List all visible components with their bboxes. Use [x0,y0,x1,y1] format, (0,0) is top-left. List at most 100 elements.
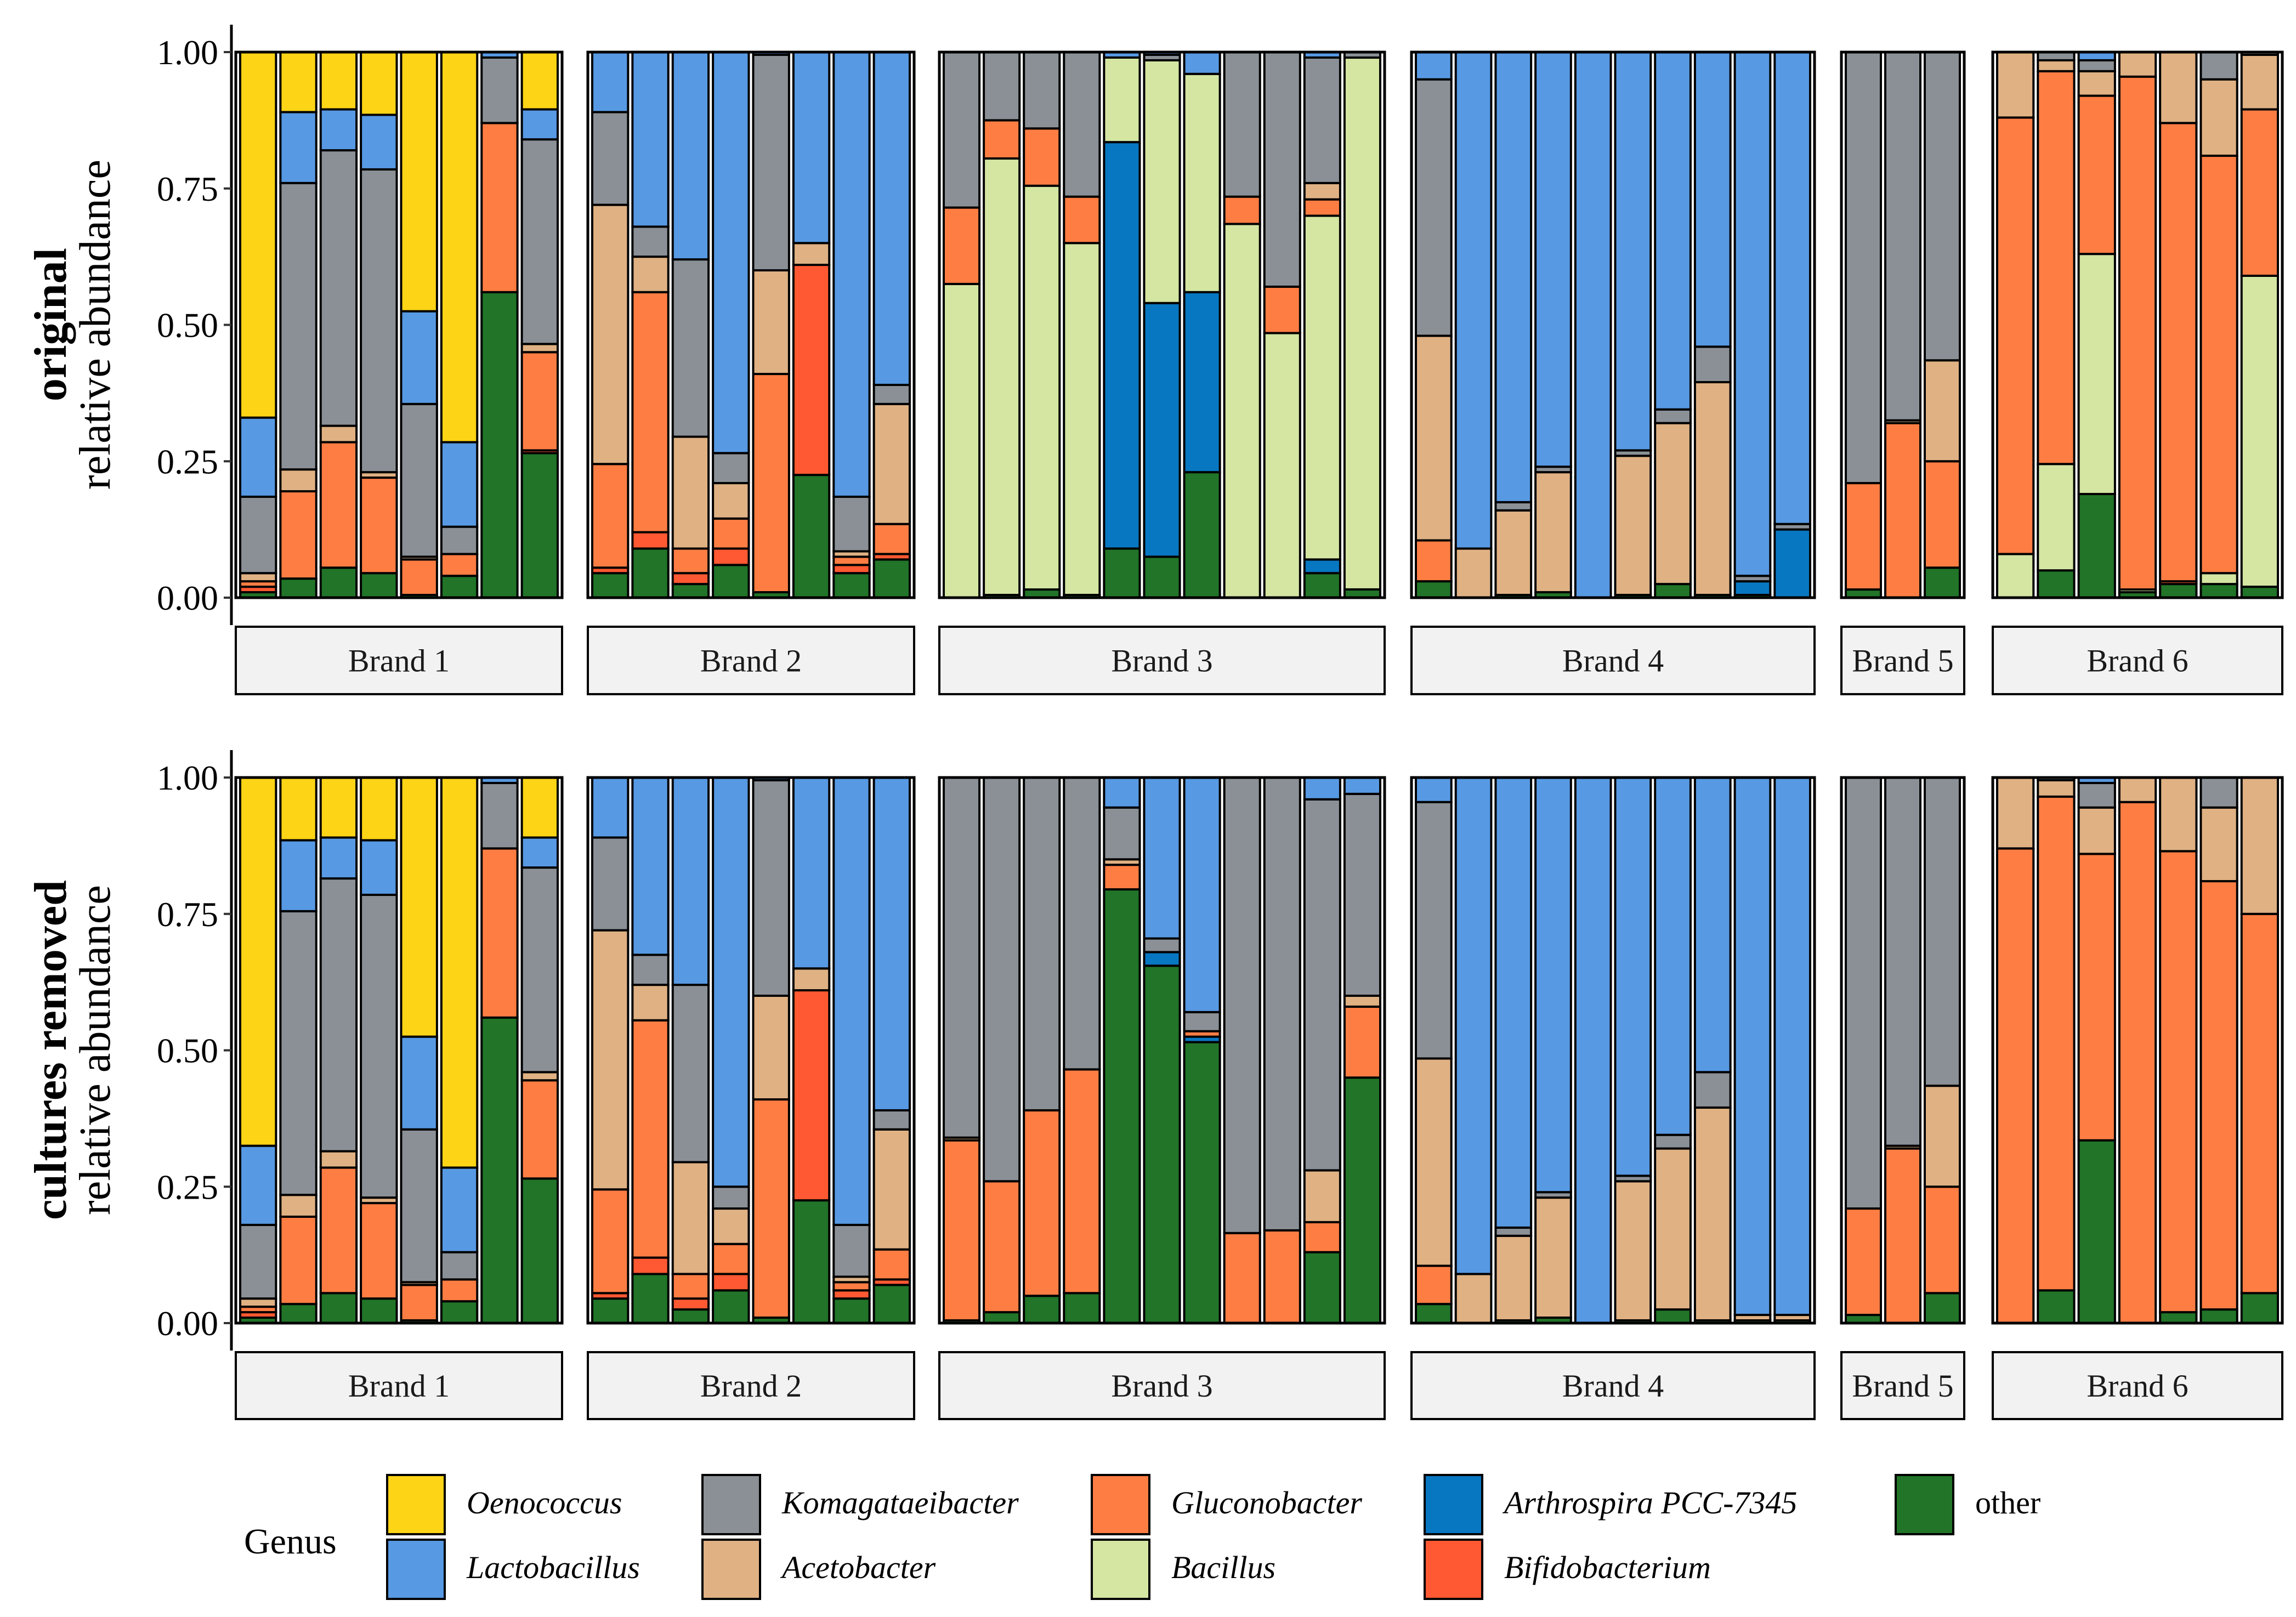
bar-segment-acetobacter [1924,1085,1961,1188]
bar-3 [2077,776,2116,1325]
bar-segment-acetobacter [279,468,318,492]
bar-segment-lactobacillus [360,839,398,896]
bar-segment-komagataeibacter [712,452,750,485]
bar-6 [1614,51,1652,599]
legend-swatch [1424,1539,1483,1600]
bar-segment-komagataeibacter [1415,801,1453,1060]
bar-segment-lactobacillus [1693,776,1732,1074]
bar-1 [1415,776,1453,1325]
bar-segment-gluconobacter [360,476,398,575]
legend-swatch [701,1539,761,1600]
bar-segment-acetobacter [2077,806,2116,855]
bar-segment-gluconobacter [1223,1232,1261,1324]
y-axis-label: relative abundance [71,160,120,490]
bar-5 [2159,776,2198,1325]
bar-segment-other [2199,583,2238,599]
panel-border [1410,50,1816,599]
bar-segment-komagataeibacter [440,1251,479,1281]
bar-segment-other [832,1297,871,1325]
facet-strip [1410,1351,1816,1420]
y-tick-label: 1.00 [157,758,218,797]
bar-segment-gluconobacter [591,463,630,569]
legend-swatch [1895,1474,1954,1535]
bar-segment-other [520,452,559,599]
bar-segment-lactobacillus [1614,51,1652,452]
bar-segment-lactobacillus [1614,776,1652,1177]
bar-3 [1494,776,1533,1324]
bar-2 [1884,776,1921,1325]
bar-segment-komagataeibacter [671,984,710,1164]
bar-segment-komagataeibacter [752,53,790,271]
bar-segment-bifidobacterium [792,989,831,1202]
panel-brand-2: Brand 2 [586,50,916,695]
bar-segment-komagataeibacter [1884,776,1921,1147]
bar-10 [1773,51,1812,599]
bar-10 [1303,51,1341,599]
bar-2 [279,51,318,599]
bar-segment-gluconobacter [1343,1005,1382,1079]
bar-segment-lactobacillus [872,51,911,386]
bar-segment-acetobacter [2077,70,2116,97]
bar-segment-lactobacillus [360,114,398,171]
panel-border [938,50,1386,599]
bar-segment-komagataeibacter [1845,51,1882,485]
facet-strip-label: Brand 6 [2087,643,2188,679]
bar-segment-komagataeibacter [400,1128,438,1284]
bar-segment-acetobacter [2118,51,2157,78]
facet-strip [587,626,915,695]
bar-segment-komagataeibacter [631,954,670,986]
bar-segment-acetobacter [1494,1234,1533,1322]
bar-segment-gluconobacter [2077,853,2116,1142]
bar-segment-other [1183,471,1221,599]
bar-segment-other [360,572,398,599]
bar-segment-lactobacillus [1733,776,1772,1317]
bar-segment-bacillus [1343,56,1382,591]
facet-strip-label: Brand 1 [348,643,450,679]
legend-item-gluconobacter: Gluconobacter [1091,1474,1362,1535]
bar-segment-other [1654,583,1692,599]
bar-segment-bacillus [1143,59,1181,304]
bar-6 [2199,51,2238,599]
bar-3 [671,51,710,599]
bar-segment-komagataeibacter [400,402,438,558]
bar-segment-other [319,1292,358,1324]
bar-2 [983,776,1021,1325]
facet-strip [587,1351,915,1420]
legend-label: other [1975,1485,2040,1520]
bar-segment-gluconobacter [1415,539,1453,583]
bar-segment-lactobacillus [520,836,559,869]
bar-segment-gluconobacter [319,1166,358,1295]
legend-label: Acetobacter [780,1550,936,1585]
facet-strip-label: Brand 3 [1111,1368,1212,1404]
bar-8 [1693,51,1732,599]
y-tick-label: 0.00 [157,578,218,617]
bar-segment-other [1103,888,1141,1324]
bar-segment-komagataeibacter [712,1185,750,1210]
bar-6 [792,776,831,1324]
bar-1 [591,51,630,599]
bar-segment-acetobacter [2159,776,2198,853]
bar-segment-komagataeibacter [279,181,318,471]
bar-6 [1614,776,1652,1324]
bar-segment-gluconobacter [279,1215,318,1306]
panel-brand-6: Brand 6 [1991,776,2284,1420]
bar-segment-acetobacter [2240,776,2280,915]
legend-swatch [386,1539,446,1600]
bar-segment-gluconobacter [1996,847,2035,1324]
bar-segment-lactobacillus [712,51,750,455]
legend-swatch [1091,1474,1150,1535]
bar-segment-gluconobacter [1023,127,1061,187]
bar-segment-gluconobacter [440,1278,479,1303]
bar-segment-bacillus [1263,332,1301,599]
bar-segment-komagataeibacter [943,51,981,209]
bar-segment-acetobacter [872,1128,911,1251]
bar-7 [1183,51,1221,599]
bar-segment-acetobacter [591,929,630,1191]
facet-strip-label: Brand 6 [2087,1368,2188,1404]
bar-segment-komagataeibacter [319,877,358,1153]
bar-segment-other [1343,1076,1382,1324]
bar-segment-gluconobacter [1223,195,1261,225]
bar-segment-other [872,1284,911,1325]
legend-label: Bacillus [1171,1550,1275,1585]
bar-segment-other [2077,1139,2116,1325]
